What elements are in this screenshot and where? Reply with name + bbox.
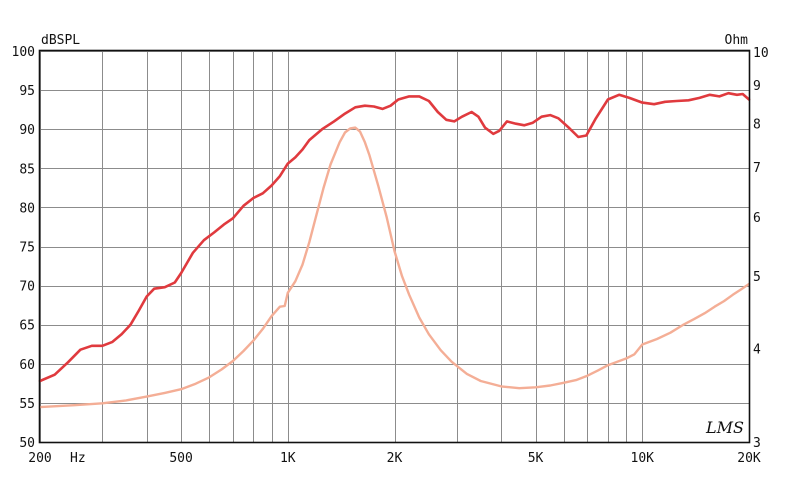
y-left-tick-label: 90 <box>19 123 35 138</box>
x-tick-label: 500 <box>169 451 192 466</box>
y-left-tick-label: 80 <box>19 201 35 216</box>
y-left-tick-label: 65 <box>19 319 35 334</box>
y-right-tick-label: 4 <box>753 343 761 358</box>
x-tick-label: 20K <box>737 451 761 466</box>
y-left-axis-title: dBSPL <box>41 33 80 48</box>
x-tick-label: 1K <box>280 451 296 466</box>
y-left-tick-label: 50 <box>19 436 35 451</box>
plot-frame <box>38 49 751 444</box>
y-left-tick-label: 95 <box>19 84 35 99</box>
y-right-tick-label: 6 <box>753 211 761 226</box>
spl-curve <box>38 91 751 383</box>
x-tick-label: 5K <box>528 451 544 466</box>
y-right-tick-label: 9 <box>753 79 761 94</box>
axis-labels: 200 500 1K 2K 5K 10K 20K5055606570758085909510… <box>12 45 769 466</box>
y-left-tick-label: 85 <box>19 162 35 177</box>
x-axis-unit: Hz <box>70 451 86 466</box>
y-right-tick-label: 10 <box>753 46 769 61</box>
y-right-tick-label: 7 <box>753 161 761 176</box>
x-tick-label: 2K <box>387 451 403 466</box>
y-left-tick-label: 60 <box>19 358 35 373</box>
y-left-tick-label: 100 <box>12 45 35 60</box>
y-right-axis-title: Ohm <box>725 33 749 48</box>
grid-lines <box>40 51 750 443</box>
x-tick-label: 10K <box>631 451 655 466</box>
y-left-tick-label: 55 <box>19 397 35 412</box>
y-left-tick-label: 75 <box>19 241 35 256</box>
lms-logo: LMS <box>705 418 744 437</box>
series-layer <box>38 91 751 409</box>
y-right-tick-label: 5 <box>753 270 761 285</box>
y-left-tick-label: 70 <box>19 280 35 295</box>
impedance-curve <box>38 126 751 409</box>
x-tick-label: 200 <box>28 451 51 466</box>
y-right-tick-label: 8 <box>753 117 761 132</box>
y-right-tick-label: 3 <box>753 436 761 451</box>
